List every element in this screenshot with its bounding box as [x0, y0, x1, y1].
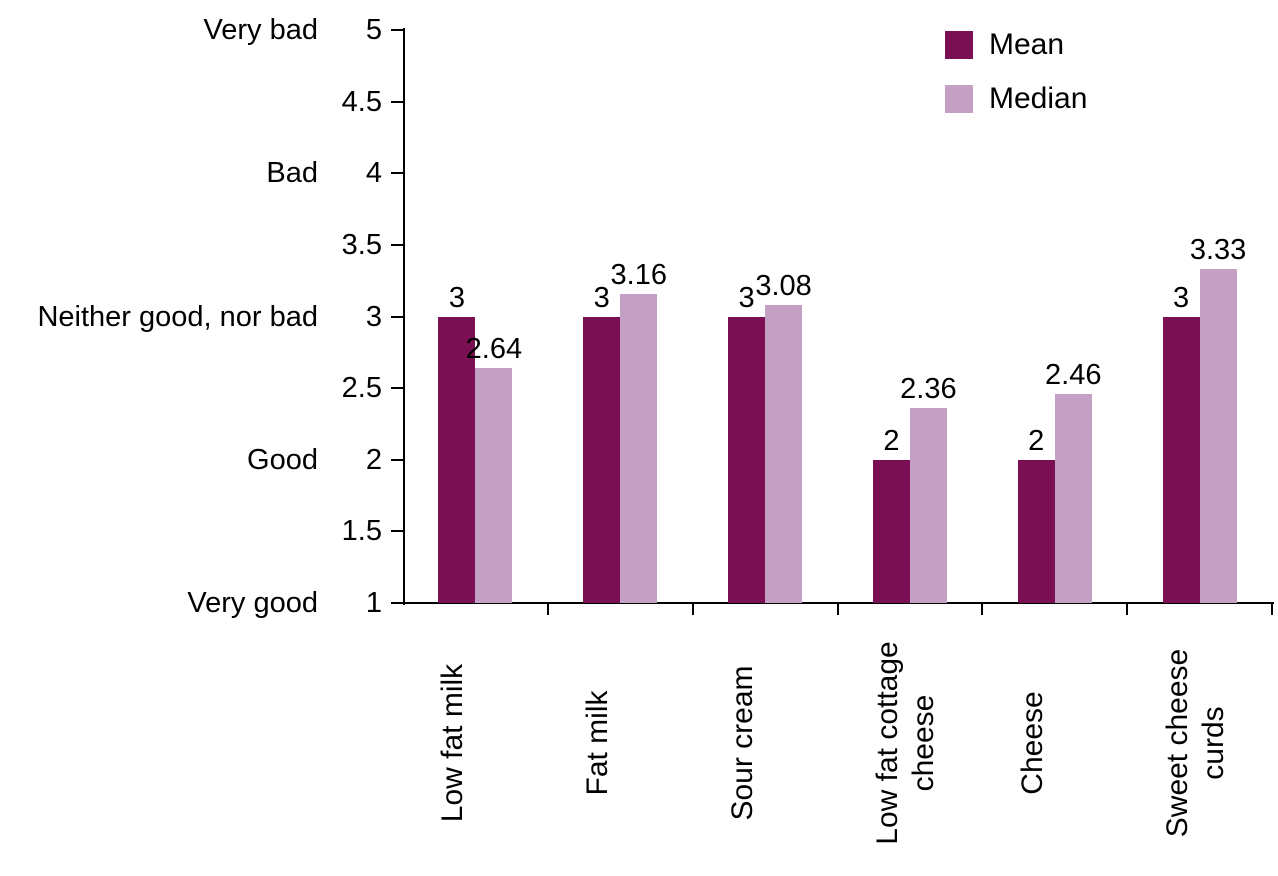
legend: Mean Median [945, 28, 1087, 116]
mean-swatch [945, 31, 973, 59]
bar-value-label: 3.08 [755, 270, 812, 303]
y-tick [391, 387, 403, 390]
y-scale-label: Very bad [203, 14, 318, 46]
x-category-label: Low fat cottage cheese [870, 641, 940, 845]
x-tick [1126, 603, 1129, 615]
y-scale-label: Very good [187, 587, 318, 619]
bar-mean-0 [438, 316, 476, 603]
x-category-label: Sour cream [726, 665, 760, 821]
y-tick [391, 315, 403, 318]
bar-value-label: 2.36 [900, 373, 957, 406]
bar-value-label: 3 [593, 281, 610, 314]
bar-mean-4 [1017, 459, 1055, 603]
x-category-label: Cheese [1015, 691, 1049, 795]
y-tick-label: 2 [365, 443, 382, 476]
x-category-label: Low fat milk [436, 663, 470, 823]
y-scale-label: Bad [266, 157, 318, 190]
bar-value-label: 3 [1173, 281, 1190, 314]
x-category-label: Fat milk [581, 690, 615, 796]
median-swatch [945, 85, 973, 113]
y-scale-label: Neither good, nor bad [37, 300, 318, 333]
y-tick-label: 5 [365, 14, 382, 46]
legend-label-median: Median [989, 82, 1088, 115]
bar-mean-1 [583, 316, 621, 603]
y-axis-line [403, 28, 405, 605]
bar-value-label: 2 [1028, 424, 1045, 457]
x-tick [981, 603, 984, 615]
x-tick [546, 603, 549, 615]
y-tick-label: 4 [365, 157, 382, 190]
legend-label-mean: Mean [989, 28, 1065, 61]
legend-item-median: Median [945, 82, 1087, 116]
y-tick [391, 530, 403, 533]
y-scale-label: Good [247, 443, 318, 476]
bar-median-2 [765, 305, 803, 603]
y-tick-label: 3 [365, 300, 382, 333]
bar-value-label: 3.33 [1189, 234, 1247, 267]
bar-value-label: 2.46 [1045, 358, 1102, 391]
bar-median-1 [620, 293, 658, 603]
bar-median-3 [909, 408, 947, 603]
y-tick-label: 4.5 [341, 85, 382, 118]
bar-value-label: 3 [448, 281, 465, 314]
x-tick [691, 603, 694, 615]
x-category-label: Sweet cheese curds [1160, 648, 1230, 838]
y-tick-label: 1 [365, 587, 382, 619]
bar-median-4 [1054, 393, 1092, 603]
bar-mean-5 [1162, 316, 1200, 603]
y-tick-label: 3.5 [341, 228, 382, 261]
bar-value-label: 2 [883, 424, 900, 457]
y-tick [391, 172, 403, 175]
y-tick [391, 29, 403, 31]
bar-median-5 [1199, 269, 1237, 603]
bar-value-label: 3.16 [610, 258, 667, 291]
bar-mean-2 [728, 316, 766, 603]
y-tick-label: 1.5 [341, 515, 382, 548]
y-tick [391, 602, 403, 604]
y-tick [391, 243, 403, 246]
y-tick-label: 2.5 [341, 372, 382, 405]
bar-value-label: 3 [738, 281, 755, 314]
bar-mean-3 [872, 459, 910, 603]
bar-median-0 [475, 368, 513, 603]
legend-item-mean: Mean [945, 28, 1087, 62]
bar-value-label: 2.64 [465, 333, 523, 366]
x-axis-line [403, 602, 1274, 604]
x-tick [1271, 603, 1273, 615]
y-tick [391, 100, 403, 103]
y-tick [391, 458, 403, 461]
x-tick [836, 603, 839, 615]
